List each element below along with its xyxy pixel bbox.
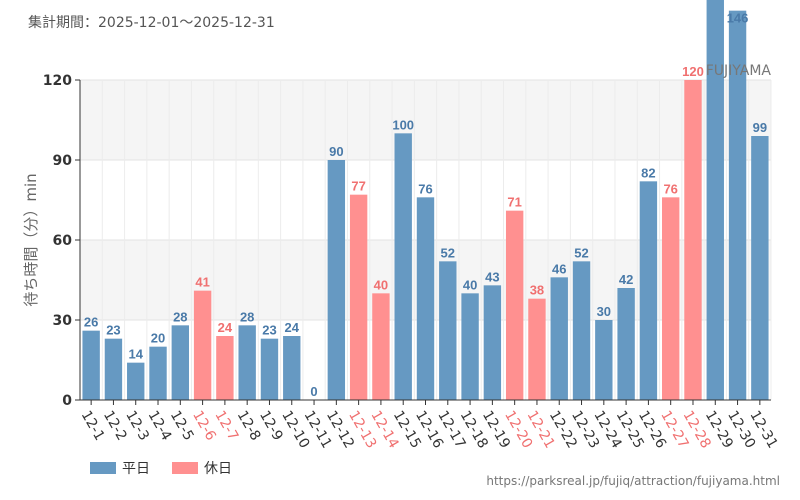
bar-value-label: 52: [574, 245, 588, 260]
bar-12-21: [528, 298, 546, 400]
bar-value-label: 20: [151, 331, 165, 346]
bar-value-label: 28: [173, 309, 187, 324]
bar-value-label: 76: [663, 181, 677, 196]
bar-value-label: 28: [240, 309, 254, 324]
bar-12-22: [550, 277, 568, 400]
bar-value-label: 46: [552, 261, 566, 276]
source-url: https://parksreal.jp/fujiq/attraction/fu…: [486, 474, 780, 488]
legend-label-weekday: 平日: [122, 461, 150, 477]
bar-12-31: [751, 136, 769, 400]
bar-value-label: 77: [351, 179, 365, 194]
legend: 平日 休日: [90, 458, 232, 478]
bar-12-30: [728, 10, 747, 401]
bar-value-label: 52: [441, 245, 455, 260]
bar-value-label: 0: [310, 384, 317, 399]
bar-value-label: 43: [485, 269, 499, 284]
bar-12-13: [349, 194, 368, 400]
bar-12-28: [684, 80, 702, 400]
period-label: 集計期間：2025-12-01～2025-12-31: [28, 15, 275, 31]
chart-title: FUJIYAMA: [706, 63, 772, 79]
bar-value-label: 76: [418, 181, 432, 196]
y-tick-label: 0: [62, 393, 72, 409]
bar-12-5: [171, 325, 189, 400]
bar-value-label: 30: [597, 304, 611, 319]
bar-12-26: [639, 181, 658, 400]
bar-12-10: [283, 336, 301, 400]
bar-value-label: 26: [84, 315, 98, 330]
y-tick-label: 60: [53, 233, 73, 249]
bar-value-label: 24: [285, 320, 300, 335]
weekday-swatch: [90, 462, 116, 474]
bar-12-24: [595, 320, 613, 400]
legend-label-holiday: 休日: [204, 461, 232, 477]
bar-value-label: 82: [641, 165, 655, 180]
bar-12-12: [327, 160, 346, 400]
y-tick-label: 30: [53, 313, 73, 329]
bar-12-16: [416, 197, 435, 400]
bar-12-29: [706, 0, 724, 400]
bar-value-label: 100: [392, 117, 414, 132]
bar-value-label: 40: [463, 277, 477, 292]
bar-value-label: 99: [753, 120, 767, 135]
bar-12-3: [127, 362, 145, 400]
bar-value-label: 14: [128, 347, 143, 362]
bar-value-label: 42: [619, 272, 633, 287]
holiday-swatch: [172, 462, 198, 474]
bar-12-15: [394, 133, 412, 401]
bar-12-25: [617, 288, 635, 400]
bar-12-1: [82, 330, 100, 400]
bar-value-label: 23: [106, 323, 120, 338]
bar-12-14: [372, 293, 390, 400]
bar-value-label: 38: [530, 283, 544, 298]
bar-value-label: 41: [195, 275, 209, 290]
bar-value-label: 146: [727, 11, 749, 26]
bar-value-label: 40: [374, 277, 388, 292]
bar-12-7: [216, 336, 234, 400]
y-tick-label: 120: [43, 73, 72, 89]
bar-12-2: [104, 338, 123, 400]
bar-12-23: [572, 261, 591, 400]
bar-value-label: 120: [682, 64, 704, 79]
y-axis-label: 待ち時間（分）min: [22, 173, 40, 306]
bar-12-19: [483, 285, 502, 400]
bar-12-17: [439, 261, 457, 400]
bar-12-8: [238, 325, 256, 400]
bar-12-9: [260, 338, 279, 400]
bar-value-label: 23: [262, 323, 276, 338]
legend-item-weekday: 平日: [90, 458, 150, 478]
bar-12-18: [461, 293, 479, 400]
legend-item-holiday: 休日: [172, 458, 232, 478]
bar-12-20: [505, 210, 524, 400]
y-tick-label: 90: [53, 153, 73, 169]
bars: 26 23 14 20 28 41 24 28 23 24 0 90 77 40 100 76 52 40 43 71…: [82, 0, 769, 401]
bar-value-label: 24: [218, 320, 233, 335]
bar-12-6: [193, 290, 212, 400]
bar-12-27: [662, 197, 680, 400]
bar-12-4: [149, 346, 167, 400]
bar-value-label: 90: [329, 144, 343, 159]
bar-value-label: 71: [507, 195, 521, 210]
grid-band: [80, 80, 771, 160]
